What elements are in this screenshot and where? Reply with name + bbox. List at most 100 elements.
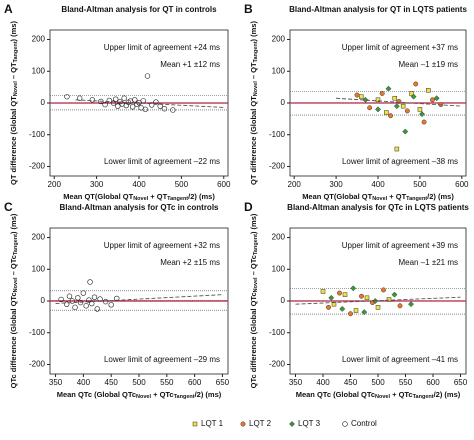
point xyxy=(359,293,364,299)
point xyxy=(83,303,89,309)
point xyxy=(396,98,402,104)
limit-label: Lower limit of agreement –29 ms xyxy=(104,355,220,364)
point xyxy=(386,297,392,302)
point xyxy=(64,93,70,100)
label-part: /2) (ms) xyxy=(195,390,222,399)
regression-line xyxy=(55,294,223,304)
point xyxy=(353,308,359,313)
point xyxy=(77,299,84,306)
label-part: Tangent xyxy=(13,41,19,62)
label-part: – QT xyxy=(9,62,18,81)
point xyxy=(421,119,427,125)
label-part: Tangent xyxy=(174,394,195,400)
limit-label: Mean +1 ±12 ms xyxy=(160,60,220,69)
point xyxy=(409,91,414,96)
label-part: – QTc xyxy=(249,255,258,277)
label-part: Tangent xyxy=(13,234,19,255)
x-tick-label: 400 xyxy=(316,378,330,387)
point xyxy=(364,295,370,301)
x-tick-label: 350 xyxy=(49,378,63,387)
x-tick-label: 600 xyxy=(217,180,231,189)
x-tick-label: 200 xyxy=(288,180,302,189)
regression-line xyxy=(295,296,461,305)
point xyxy=(430,97,435,103)
x-tick-label: 400 xyxy=(77,378,91,387)
x-axis-label: Mean QTc (Global QTcNovel + QTcTangent/2… xyxy=(57,390,222,400)
point xyxy=(391,291,398,298)
legend-label: Control xyxy=(351,419,377,428)
point xyxy=(354,92,360,98)
y-tick-label: 0 xyxy=(41,296,46,305)
limit-label: Upper limit of agreement +32 ms xyxy=(104,241,220,250)
y-tick-label: 100 xyxy=(32,264,46,273)
y-tick-label: 100 xyxy=(272,264,286,273)
regression-line xyxy=(75,99,224,108)
y-tick-label: 100 xyxy=(272,66,286,75)
point xyxy=(121,95,127,101)
point xyxy=(388,113,394,119)
point xyxy=(91,294,98,300)
legend-label: LQT 2 xyxy=(249,419,272,428)
point xyxy=(75,295,81,301)
point xyxy=(112,96,119,102)
point xyxy=(63,301,70,307)
point xyxy=(400,103,406,109)
label-part: Novel xyxy=(375,394,390,400)
point xyxy=(392,95,398,101)
label-part: Novel xyxy=(13,81,19,96)
y-tick-label: 0 xyxy=(281,296,286,305)
point xyxy=(367,105,373,111)
y-tick-label: -200 xyxy=(29,360,46,369)
point xyxy=(348,311,353,317)
point xyxy=(375,97,381,103)
x-tick-label: 550 xyxy=(399,378,413,387)
point xyxy=(102,101,108,108)
label-part: Novel xyxy=(253,81,259,96)
x-tick-label: 650 xyxy=(454,378,468,387)
regression-line xyxy=(336,97,462,107)
point xyxy=(408,301,414,308)
point xyxy=(410,93,417,100)
label-part: – QT xyxy=(249,62,258,81)
label-part: /2) (ms) xyxy=(427,192,454,201)
point xyxy=(132,97,138,103)
point xyxy=(362,96,369,103)
point xyxy=(80,290,87,296)
point xyxy=(142,106,149,113)
label-part: Tangent xyxy=(253,234,259,255)
point xyxy=(328,294,335,301)
limit-label: Upper limit of agreement +37 ms xyxy=(342,43,458,52)
point xyxy=(66,293,73,299)
label-part: Mean QTc (Global QTc xyxy=(57,390,136,399)
x-tick-label: 500 xyxy=(371,378,385,387)
label-part: QTc difference (Global QTc xyxy=(9,292,18,388)
y-axis-label: QT difference (Global QTNovel – QTTangen… xyxy=(249,21,259,185)
point xyxy=(419,111,425,118)
point xyxy=(342,292,348,297)
legend-marker xyxy=(342,421,348,427)
y-tick-label: -200 xyxy=(269,162,286,171)
label-part: QT difference (Global QT xyxy=(9,96,18,185)
point xyxy=(404,108,410,114)
point xyxy=(170,107,176,113)
y-tick-label: -100 xyxy=(29,130,46,139)
point xyxy=(361,309,368,316)
point xyxy=(86,297,92,303)
point xyxy=(89,300,95,307)
panel-title: Bland-Altman analysis for QTc in LQTS pa… xyxy=(287,203,469,212)
y-tick-label: -100 xyxy=(269,328,286,337)
x-tick-label: 350 xyxy=(289,378,303,387)
x-axis-label: Mean QTc (Global QTcNovel + QTcTangent/2… xyxy=(296,390,461,400)
label-part: QTc difference (Global QTc xyxy=(249,292,258,388)
x-tick-label: 400 xyxy=(132,180,146,189)
y-tick-label: -200 xyxy=(29,162,46,171)
legend-marker xyxy=(240,421,246,427)
point xyxy=(58,296,64,303)
point xyxy=(108,302,114,308)
label-part: + QTc xyxy=(151,390,174,399)
point xyxy=(87,279,93,285)
label-part: + QT xyxy=(387,192,406,201)
point xyxy=(114,295,120,302)
label-part: ) (ms) xyxy=(249,21,258,42)
limit-label: Mean –1 ±19 ms xyxy=(398,60,458,69)
